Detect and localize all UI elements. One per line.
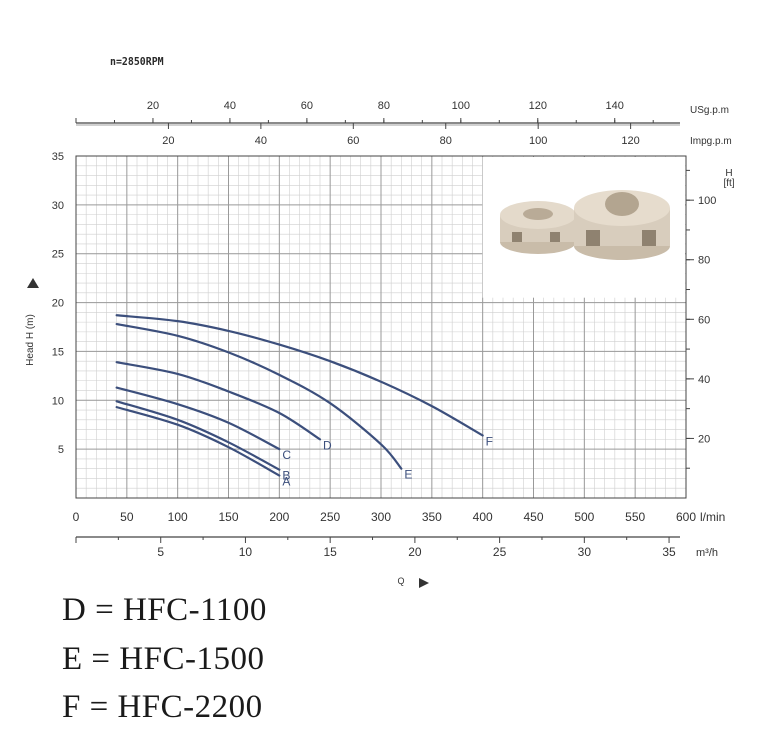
legend-line-d: D = HFC-1100: [62, 592, 267, 628]
x-tick-label: 200: [269, 510, 289, 524]
series-label-e: E: [404, 468, 412, 482]
pump-performance-chart: 0 50 100 150 200 250 300 350 400 450 500 550 600 l/mi…: [25, 100, 735, 588]
m3h-tick-label: 20: [408, 545, 422, 559]
series-label-f: F: [486, 434, 493, 448]
impgpm-tick-label: 20: [162, 135, 174, 147]
y-tick-label: 10: [52, 395, 64, 407]
x-tick-label: 500: [574, 510, 594, 524]
x-axis-label: Q: [397, 576, 404, 586]
usgpm-axis-label: USg.p.m: [690, 105, 729, 116]
series-line-e: [115, 322, 403, 470]
usgpm-tick-label: 100: [452, 100, 470, 112]
m3h-tick-label: 15: [323, 545, 337, 559]
y-tick-label: 25: [52, 249, 64, 261]
m3h-tick-label: 10: [239, 545, 253, 559]
x-tick-label: 50: [120, 510, 134, 524]
y-tick-label: 5: [58, 444, 64, 456]
ft-axis-label: [ft]: [723, 178, 734, 189]
usgpm-tick-label: 120: [529, 100, 547, 112]
x-tick-label: 0: [73, 510, 80, 524]
x-tick-label: 400: [473, 510, 493, 524]
x-tick-label: 550: [625, 510, 645, 524]
m3h-tick-label: 30: [578, 545, 592, 559]
usgpm-tick-label: 60: [301, 100, 313, 112]
impgpm-tick-label: 60: [347, 135, 359, 147]
small-impeller: [500, 201, 576, 254]
large-impeller: [574, 190, 670, 260]
impgpm-tick-label: 40: [255, 135, 267, 147]
y-tick-label: 30: [52, 200, 64, 212]
y-tick-label: 35: [52, 151, 64, 163]
usgpm-tick-label: 20: [147, 100, 159, 112]
series-line-c: [115, 386, 281, 451]
x-tick-label: 100: [168, 510, 188, 524]
usgpm-tick-label: 80: [378, 100, 390, 112]
series-label-a: A: [282, 475, 290, 489]
impgpm-tick-label: 120: [621, 135, 639, 147]
ft-tick-label: 60: [698, 314, 710, 326]
ft-tick-label: 80: [698, 255, 710, 267]
y-tick-label: 20: [52, 298, 64, 310]
x-tick-label: 150: [218, 510, 238, 524]
usgpm-tick-label: 140: [606, 100, 624, 112]
impgpm-axis-label: Impg.p.m: [690, 136, 732, 147]
legend-line-f: F = HFC-2200: [62, 689, 263, 725]
series-line-a: [115, 406, 281, 477]
series-label-c: C: [282, 448, 291, 462]
y-tick-label: 15: [52, 346, 64, 358]
m3h-tick-label: 35: [662, 545, 676, 559]
series-label-d: D: [323, 438, 332, 452]
ft-tick-label: 20: [698, 433, 710, 445]
ft-tick-label: 100: [698, 195, 716, 207]
x-tick-label: 600: [676, 510, 696, 524]
y-axis-arrow: [27, 278, 39, 288]
y-axis-label: Head H (m): [25, 314, 36, 366]
impgpm-tick-label: 80: [440, 135, 452, 147]
series-line-d: [115, 361, 322, 441]
usgpm-tick-label: 40: [224, 100, 236, 112]
series-line-f: [115, 314, 484, 437]
x-unit-label: l/min: [700, 510, 725, 524]
m3h-tick-label: 5: [157, 545, 164, 559]
legend-line-e: E = HFC-1500: [62, 641, 265, 677]
impgpm-tick-label: 100: [529, 135, 547, 147]
ft-tick-label: 40: [698, 374, 710, 386]
x-tick-label: 250: [320, 510, 340, 524]
m3h-axis-label: m³/h: [696, 547, 718, 559]
impeller-photo: [500, 190, 670, 260]
speed-label: n=2850RPM: [110, 55, 164, 68]
x-tick-label: 350: [422, 510, 442, 524]
m3h-tick-label: 25: [493, 545, 507, 559]
x-tick-label: 450: [523, 510, 543, 524]
ft-axis-label: H: [725, 168, 732, 179]
x-axis-arrow: [419, 578, 429, 588]
x-tick-label: 300: [371, 510, 391, 524]
series-line-b: [115, 400, 281, 471]
series-label-b: B: [282, 469, 290, 483]
